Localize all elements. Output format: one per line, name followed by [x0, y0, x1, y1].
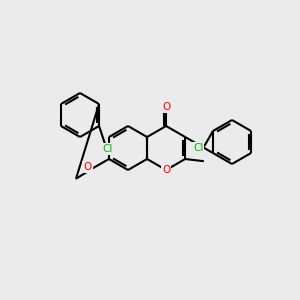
Text: Cl: Cl: [193, 143, 203, 153]
Text: O: O: [83, 162, 92, 172]
Text: O: O: [162, 102, 170, 112]
Text: Cl: Cl: [103, 144, 113, 154]
Text: O: O: [162, 165, 170, 175]
